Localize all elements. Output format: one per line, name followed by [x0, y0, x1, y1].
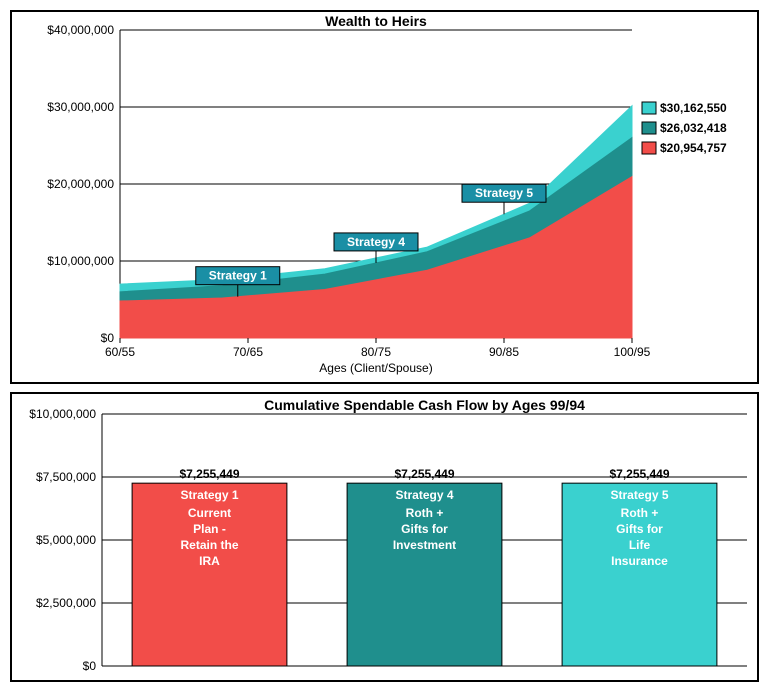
bar-desc-line: Roth + [406, 506, 444, 520]
y-tick-label: $10,000,000 [47, 254, 114, 268]
bar-desc-line: Current [188, 506, 231, 520]
cash-flow-chart: $0 $2,500,000 $5,000,000 $7,500,000 $10,000,… [12, 394, 757, 676]
y-tick-label: $2,500,000 [36, 596, 96, 610]
y-tick-label: $0 [83, 659, 97, 673]
y-tick-label: $40,000,000 [47, 23, 114, 37]
bar-desc-line: Investment [393, 538, 456, 552]
legend-label: $26,032,418 [660, 121, 727, 135]
callout-label: Strategy 1 [209, 269, 267, 283]
legend-swatch [642, 122, 656, 134]
bar-desc-line: Insurance [611, 554, 668, 568]
legend-swatch [642, 102, 656, 114]
bar-value-label: $7,255,449 [394, 467, 454, 481]
y-tick-label: $20,000,000 [47, 177, 114, 191]
legend-swatch [642, 142, 656, 154]
bar-name-label: Strategy 4 [395, 488, 453, 502]
bar-desc-line: Retain the [180, 538, 238, 552]
bar-value-label: $7,255,449 [609, 467, 669, 481]
cash-flow-panel: $0 $2,500,000 $5,000,000 $7,500,000 $10,000,… [10, 392, 759, 682]
y-tick-label: $10,000,000 [29, 407, 96, 421]
y-tick-label: $5,000,000 [36, 533, 96, 547]
bar-desc-line: IRA [199, 554, 220, 568]
y-tick-label: $7,500,000 [36, 470, 96, 484]
callout-label: Strategy 5 [475, 186, 533, 200]
bar-desc-line: Gifts for [401, 522, 448, 536]
bar-desc-line: Life [629, 538, 651, 552]
wealth-to-heirs-panel: Wealth to Heirs $0 $10,000,000 $20,000,000 $… [10, 10, 759, 384]
bar-name-label: Strategy 5 [610, 488, 668, 502]
legend-label: $20,954,757 [660, 141, 727, 155]
wealth-to-heirs-chart: Wealth to Heirs $0 $10,000,000 $20,000,000 $… [12, 12, 757, 378]
x-tick-label: 90/85 [489, 345, 519, 359]
bar-name-label: Strategy 1 [180, 488, 238, 502]
chart-title: Wealth to Heirs [325, 13, 427, 29]
legend-label: $30,162,550 [660, 101, 727, 115]
x-tick-label: 100/95 [614, 345, 651, 359]
y-tick-label: $30,000,000 [47, 100, 114, 114]
x-tick-label: 60/55 [105, 345, 135, 359]
bar-desc-line: Gifts for [616, 522, 663, 536]
chart-title: Cumulative Spendable Cash Flow by Ages 9… [264, 397, 585, 413]
y-tick-label: $0 [101, 331, 115, 345]
bar-desc-line: Plan - [193, 522, 226, 536]
bar-desc-line: Roth + [621, 506, 659, 520]
x-axis-title: Ages (Client/Spouse) [319, 361, 432, 375]
bar-value-label: $7,255,449 [179, 467, 239, 481]
x-tick-label: 70/65 [233, 345, 263, 359]
x-tick-label: 80/75 [361, 345, 391, 359]
callout-label: Strategy 4 [347, 235, 405, 249]
